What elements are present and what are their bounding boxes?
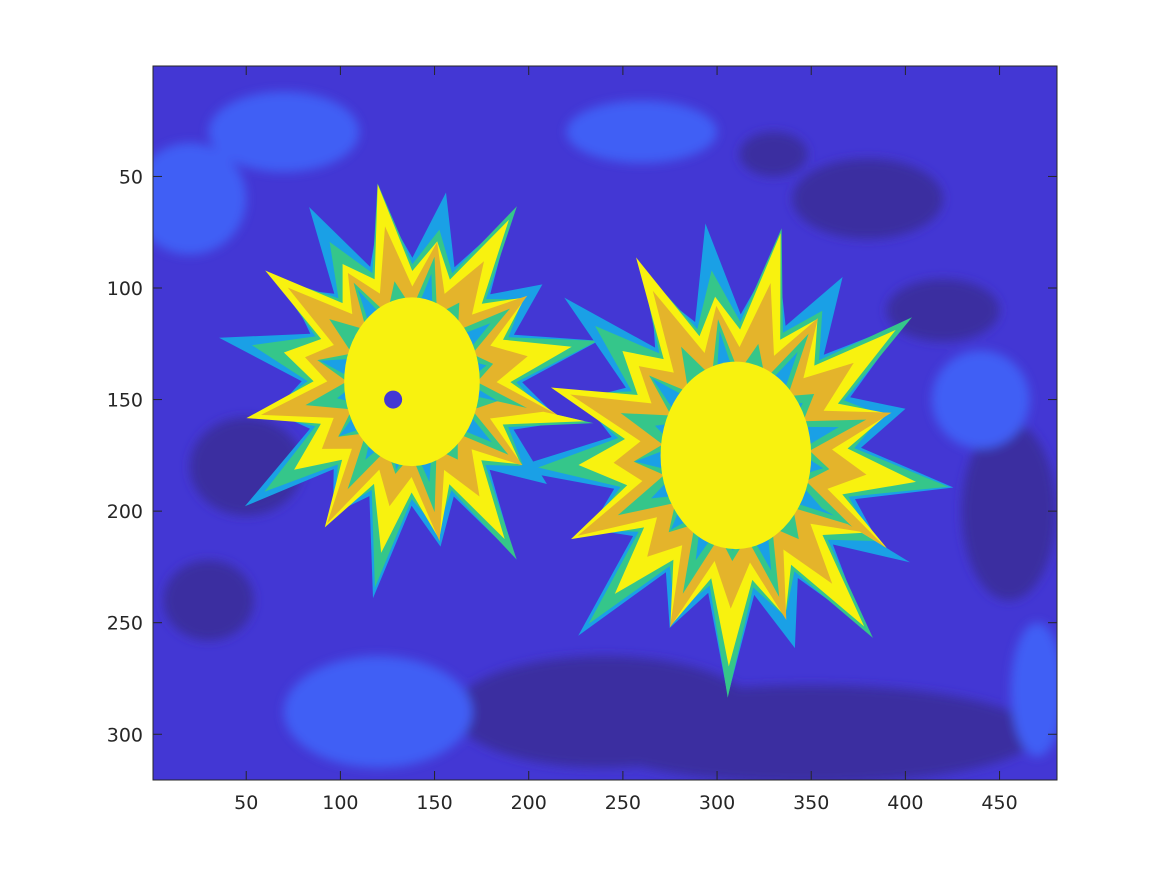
background-patch <box>961 421 1057 601</box>
background-patch <box>163 560 254 641</box>
y-tick-label: 50 <box>119 166 143 188</box>
x-tick-label: 350 <box>793 792 829 814</box>
x-tick-label: 450 <box>981 792 1017 814</box>
y-tick-label: 250 <box>107 613 143 635</box>
flower <box>219 183 599 599</box>
flower-disk <box>660 361 812 550</box>
background-patch <box>1010 622 1057 757</box>
background-patch <box>566 100 718 164</box>
y-tick-label: 300 <box>107 724 143 746</box>
x-tick-label: 400 <box>887 792 923 814</box>
background-patch <box>792 158 944 239</box>
axes: 50 100 150 200 250 300 350 400 450 50 100 150 200 250… <box>107 65 1058 814</box>
y-tick-label: 200 <box>107 501 143 523</box>
x-tick-label: 100 <box>322 792 358 814</box>
heatmap-image <box>153 66 1057 780</box>
background-patch <box>153 142 247 255</box>
background-patch <box>208 91 360 172</box>
y-tick-label: 100 <box>107 278 143 300</box>
flower-disk <box>344 297 480 467</box>
background-patch <box>283 656 473 768</box>
background-patch <box>886 279 1000 342</box>
axes-box <box>152 65 1058 781</box>
x-tick-label: 250 <box>605 792 641 814</box>
background-patches <box>153 91 1057 780</box>
disk-spot <box>384 390 403 409</box>
x-tick-label: 50 <box>234 792 258 814</box>
flower <box>508 223 954 698</box>
background-patch <box>739 131 808 177</box>
x-tick-label: 150 <box>416 792 452 814</box>
x-tick-label: 300 <box>699 792 735 814</box>
x-tick-label: 200 <box>511 792 547 814</box>
background-patch <box>453 656 755 768</box>
background-patch <box>931 350 1030 449</box>
y-tick-label: 150 <box>107 390 143 412</box>
